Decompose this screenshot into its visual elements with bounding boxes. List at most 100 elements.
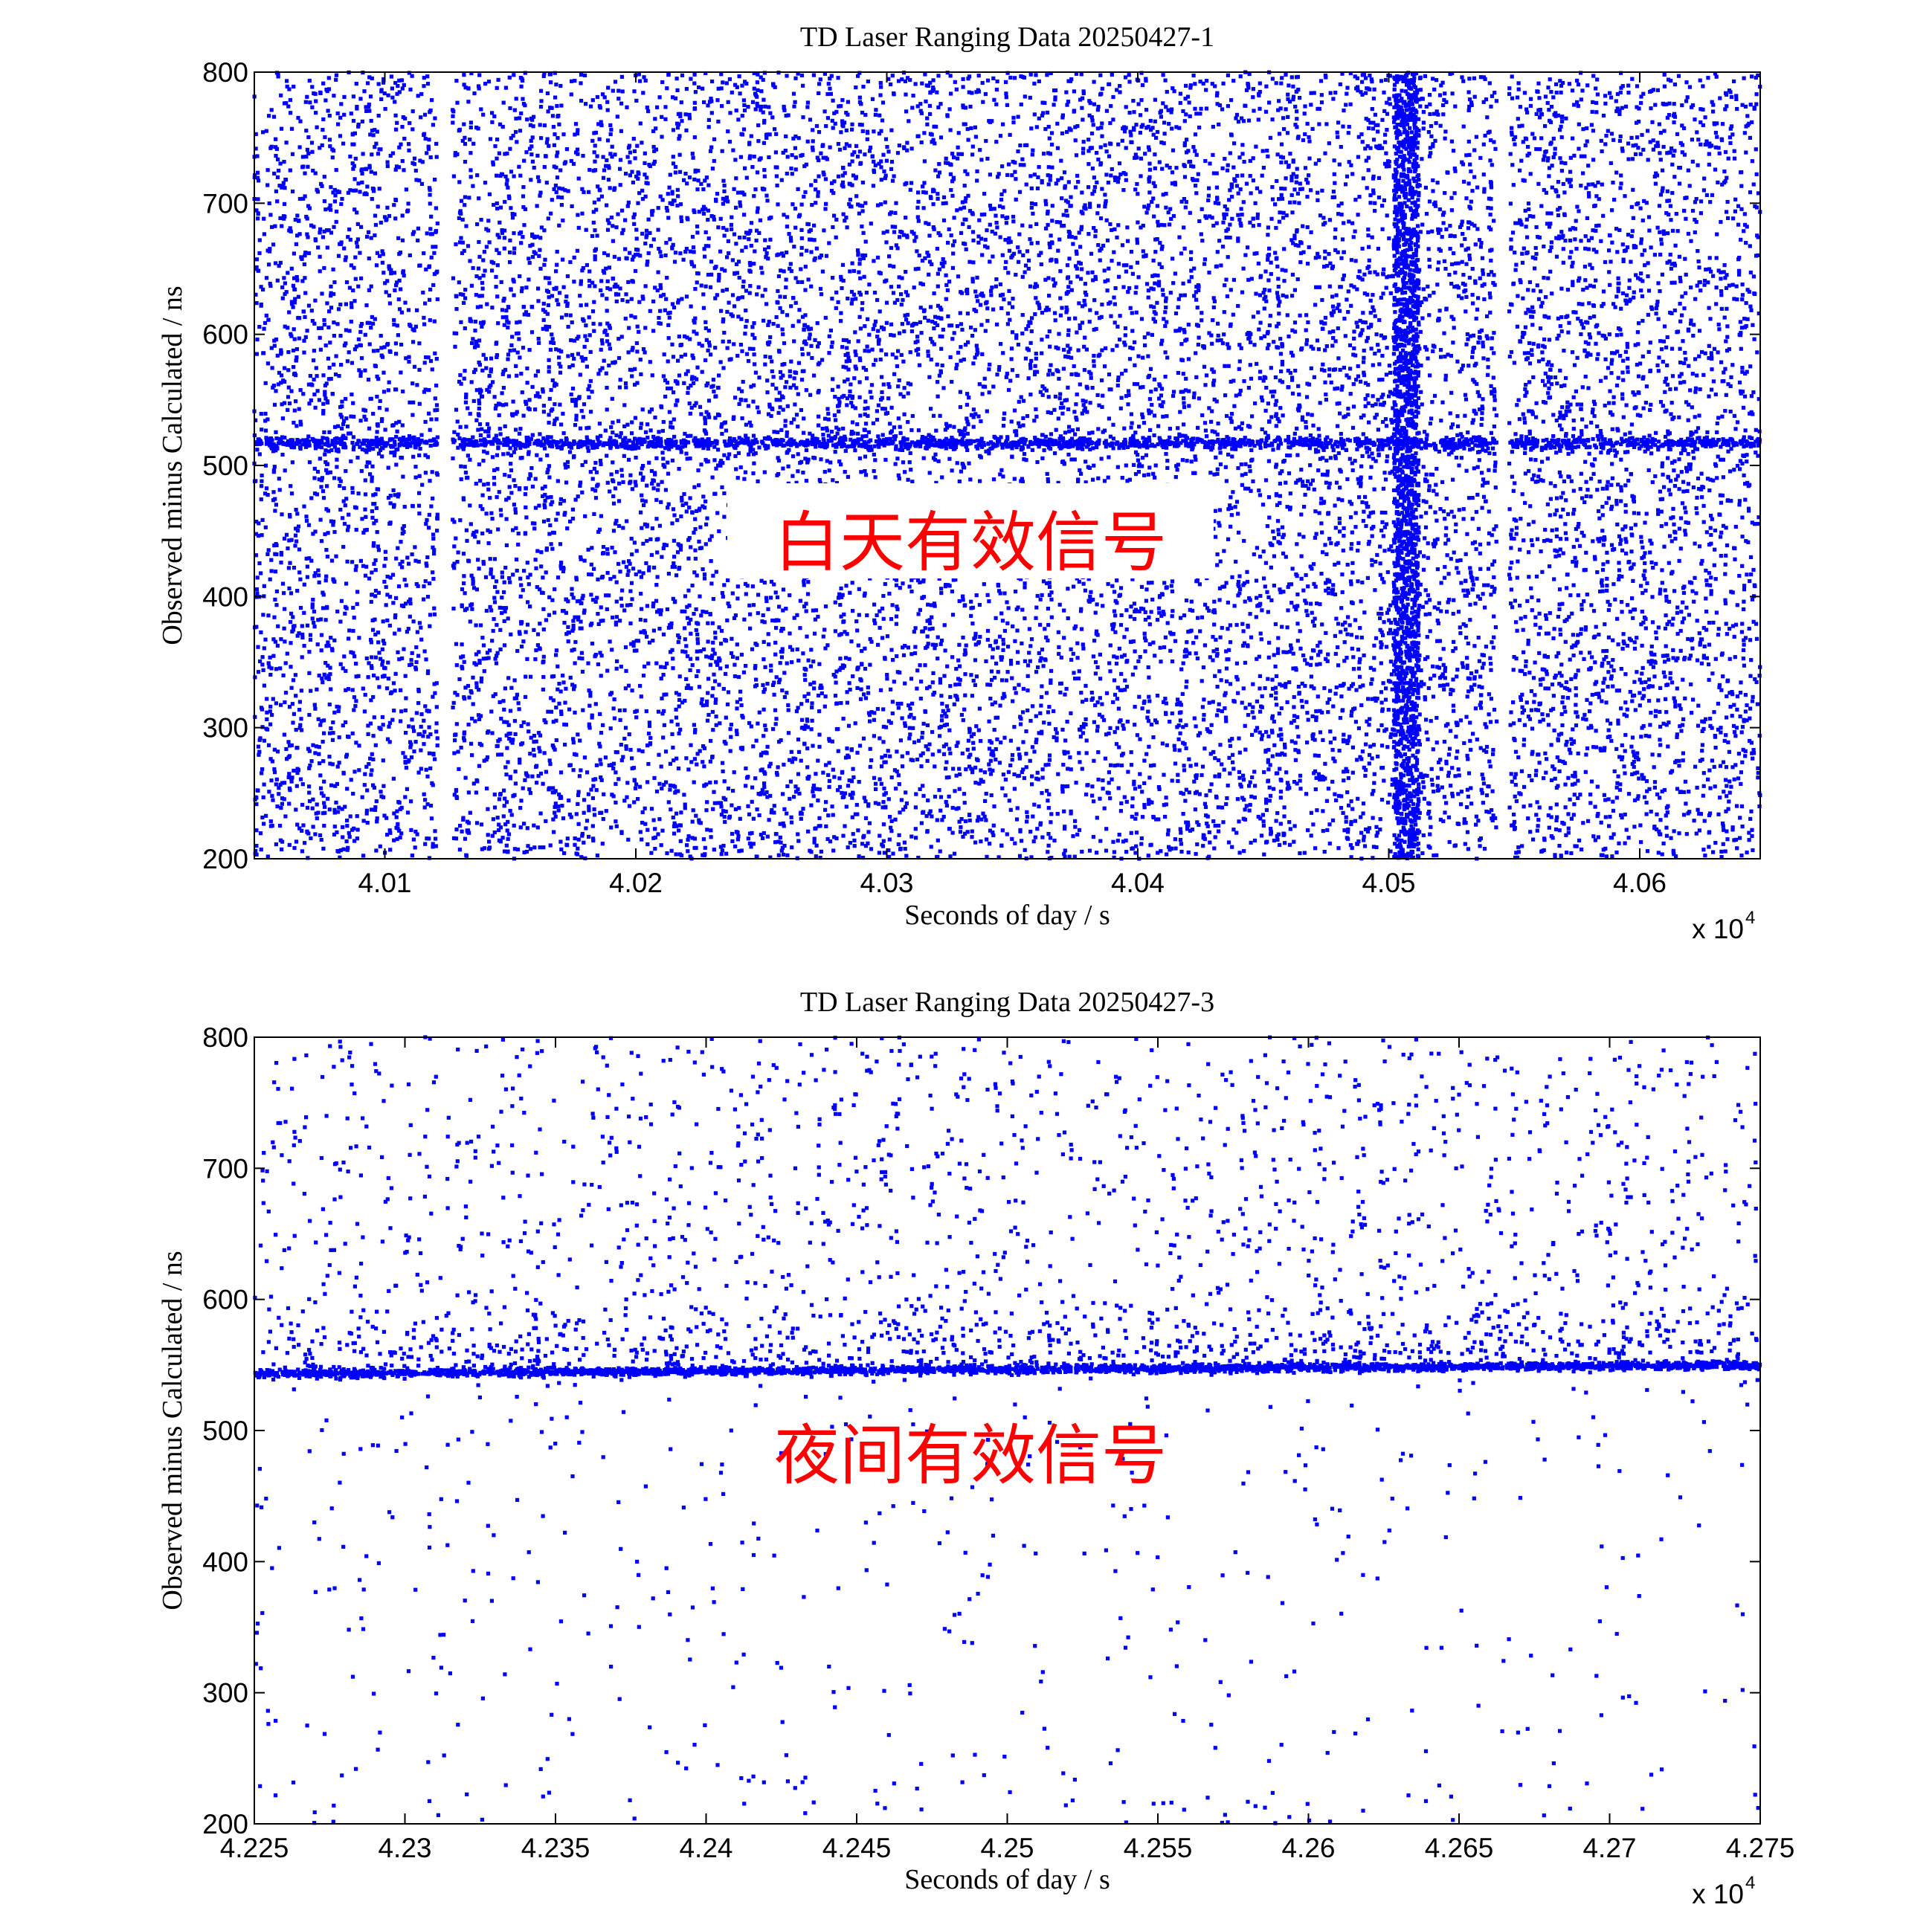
- data-point: [376, 451, 381, 456]
- data-point: [1539, 683, 1543, 687]
- data-point: [954, 744, 959, 748]
- data-point: [277, 168, 281, 173]
- data-point: [457, 677, 462, 682]
- data-point: [605, 668, 610, 673]
- data-point: [1556, 651, 1561, 655]
- data-point: [496, 527, 500, 532]
- data-point: [1623, 298, 1628, 303]
- data-point: [1289, 646, 1294, 651]
- data-point: [1363, 494, 1368, 499]
- data-point: [535, 153, 540, 158]
- data-point: [1672, 829, 1676, 833]
- data-point: [602, 168, 607, 172]
- data-point: [1601, 680, 1606, 685]
- data-point: [1586, 182, 1591, 187]
- data-point: [831, 225, 835, 230]
- data-point: [675, 187, 680, 192]
- data-point: [1281, 535, 1285, 540]
- data-point: [1580, 432, 1584, 437]
- data-point: [1313, 535, 1317, 540]
- data-point: [1698, 78, 1702, 83]
- data-point: [472, 91, 477, 96]
- data-point: [827, 761, 831, 765]
- data-point: [941, 744, 946, 749]
- data-point: [726, 690, 731, 694]
- data-point: [1092, 359, 1096, 364]
- data-point: [1222, 310, 1226, 315]
- data-point: [892, 174, 896, 178]
- data-point: [753, 370, 758, 375]
- data-point: [486, 807, 490, 811]
- data-point: [731, 789, 735, 793]
- data-point: [923, 256, 927, 260]
- data-point: [1366, 126, 1371, 130]
- data-point: [1208, 655, 1212, 659]
- data-point: [940, 363, 944, 368]
- data-point: [1388, 102, 1392, 106]
- data-point: [593, 653, 598, 657]
- data-point: [1121, 263, 1126, 268]
- data-point: [738, 697, 743, 702]
- data-point: [1011, 305, 1015, 309]
- data-point: [1358, 333, 1362, 338]
- data-point: [1656, 851, 1661, 855]
- data-point: [1016, 245, 1020, 250]
- data-point: [1264, 807, 1269, 813]
- data-point: [1588, 651, 1592, 655]
- data-point: [1426, 555, 1430, 560]
- data-point: [1336, 212, 1341, 216]
- data-point: [1451, 703, 1455, 708]
- data-point: [1146, 206, 1150, 211]
- data-point: [1292, 288, 1297, 292]
- data-point: [1391, 406, 1395, 410]
- data-point: [347, 228, 352, 232]
- data-point: [321, 593, 326, 597]
- data-point: [501, 298, 506, 303]
- data-point: [1561, 491, 1565, 495]
- data-point: [805, 698, 809, 703]
- data-point: [639, 471, 643, 476]
- data-point: [829, 189, 834, 193]
- data-point: [1443, 564, 1447, 570]
- data-point: [879, 202, 883, 207]
- data-point: [1520, 335, 1524, 339]
- data-point: [579, 279, 583, 283]
- data-point: [272, 770, 277, 775]
- data-point: [1695, 619, 1699, 623]
- data-point: [414, 581, 419, 587]
- data-point: [513, 484, 518, 488]
- data-point: [1591, 129, 1595, 133]
- data-point: [598, 758, 602, 762]
- data-point: [1284, 107, 1288, 112]
- data-point: [569, 92, 573, 97]
- data-point: [555, 175, 560, 180]
- data-point: [920, 735, 924, 740]
- data-point: [393, 197, 398, 202]
- data-point: [1456, 570, 1461, 575]
- data-point: [1378, 817, 1382, 822]
- data-point: [641, 475, 645, 480]
- data-point: [1692, 456, 1696, 460]
- data-point: [1360, 580, 1365, 584]
- data-point: [1338, 486, 1342, 490]
- data-point: [544, 819, 548, 823]
- data-point: [379, 97, 384, 101]
- data-point: [1125, 445, 1130, 449]
- data-point: [1037, 303, 1041, 307]
- data-point: [376, 548, 381, 552]
- data-point: [431, 123, 435, 127]
- data-point: [379, 419, 384, 423]
- data-point: [1280, 683, 1284, 688]
- data-point: [965, 288, 969, 293]
- data-point: [1166, 828, 1171, 833]
- data-point: [1435, 639, 1440, 643]
- data-point: [1159, 659, 1163, 664]
- data-point: [1034, 125, 1039, 129]
- data-point: [1700, 558, 1704, 563]
- data-point: [1266, 154, 1270, 158]
- data-point: [968, 477, 973, 482]
- data-point: [1178, 91, 1182, 96]
- data-point: [1562, 416, 1566, 421]
- data-point: [892, 264, 896, 269]
- data-point: [410, 854, 414, 858]
